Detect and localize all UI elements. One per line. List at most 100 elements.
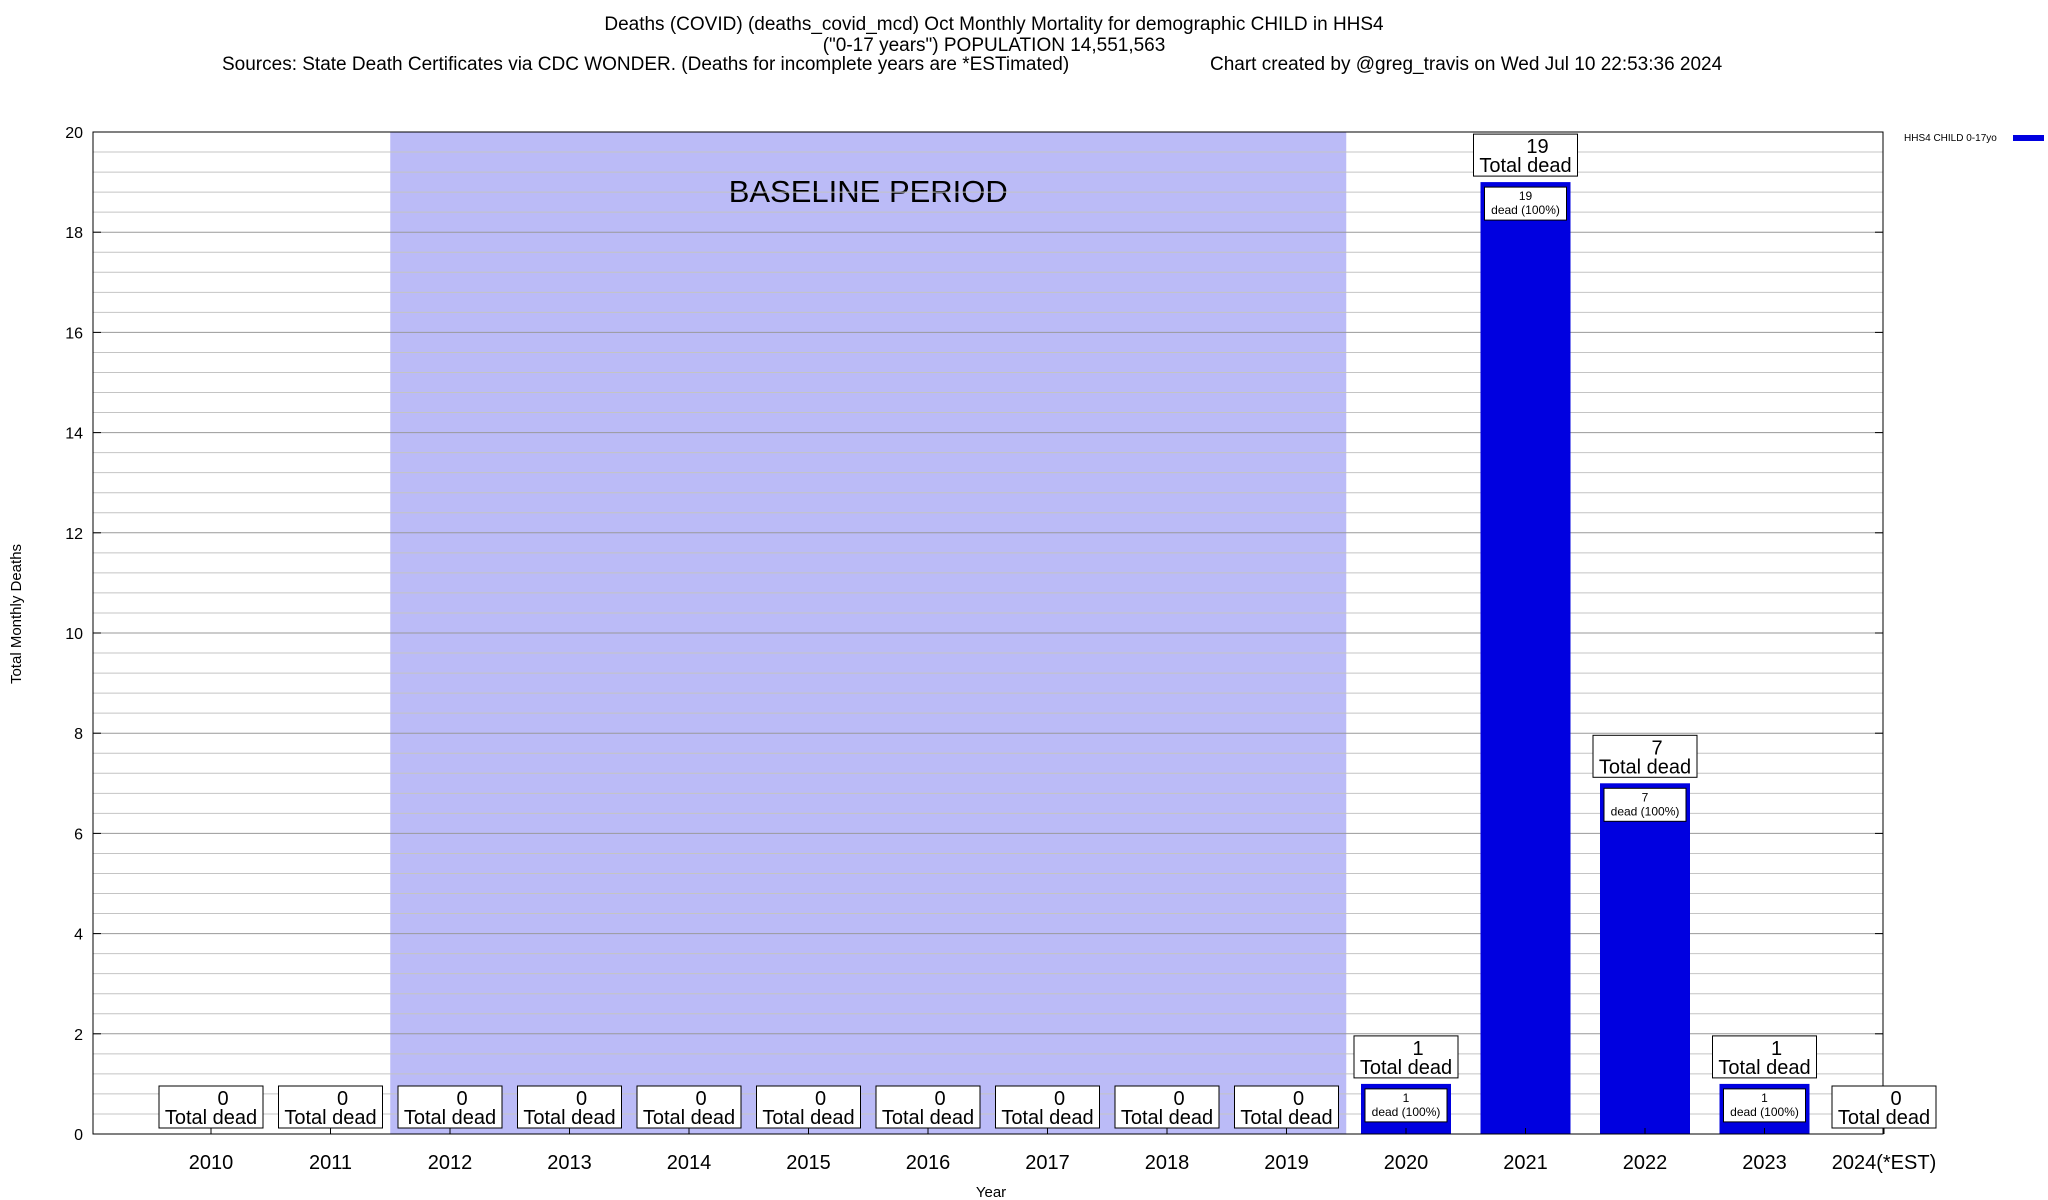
total-dead-label: Total dead: [1479, 155, 1571, 177]
total-dead-label: Total dead: [1240, 1107, 1332, 1129]
y-tick-label: 4: [74, 927, 83, 944]
total-label-box: [397, 1085, 503, 1129]
legend-swatch: [2013, 135, 2044, 141]
x-tick-label: 2021: [1503, 1152, 1548, 1174]
total-label-box: [875, 1085, 981, 1129]
total-value-label: 0: [1054, 1088, 1065, 1110]
x-tick-label: 2019: [1264, 1152, 1309, 1174]
x-tick-label: 2023: [1742, 1152, 1787, 1174]
y-tick-label: 10: [65, 626, 83, 643]
total-value-label: 1: [1412, 1038, 1423, 1060]
total-value-label: 1: [1771, 1038, 1782, 1060]
total-label-box: [1712, 1035, 1817, 1079]
inner-percent-label: dead (100%): [1372, 1105, 1441, 1119]
x-tick-label: 2014: [667, 1152, 712, 1174]
total-value-label: 0: [337, 1088, 348, 1110]
y-tick-label: 6: [74, 826, 83, 843]
x-tick-label: 2024(*EST): [1832, 1152, 1937, 1174]
total-dead-label: Total dead: [1599, 756, 1691, 778]
x-tick-label: 2010: [189, 1152, 234, 1174]
inner-label-box: [1484, 186, 1567, 221]
legend-label: HHS4 CHILD 0-17yo: [1904, 133, 1997, 144]
y-tick-label: 12: [65, 526, 83, 543]
y-tick-label: 18: [65, 225, 83, 242]
total-dead-label: Total dead: [404, 1107, 496, 1129]
y-tick-label: 20: [65, 125, 83, 142]
total-dead-label: Total dead: [1121, 1107, 1213, 1129]
total-label-box: [1114, 1085, 1220, 1129]
total-dead-label: Total dead: [1001, 1107, 1093, 1129]
total-value-label: 19: [1526, 136, 1548, 158]
x-tick-label: 2020: [1384, 1152, 1429, 1174]
chart-title: Deaths (COVID) (deaths_covid_mcd) Oct Mo…: [0, 14, 1988, 56]
inner-label-box: [1723, 1088, 1806, 1123]
total-value-label: 0: [815, 1088, 826, 1110]
total-dead-label: Total dead: [523, 1107, 615, 1129]
y-tick-label: 16: [65, 325, 83, 342]
total-dead-label: Total dead: [1838, 1107, 1930, 1129]
total-dead-label: Total dead: [165, 1107, 257, 1129]
x-tick-label: 2016: [906, 1152, 951, 1174]
y-axis-label: Total Monthly Deaths: [8, 544, 25, 684]
total-label-box: [636, 1085, 742, 1129]
x-tick-label: 2017: [1025, 1152, 1070, 1174]
baseline-label: BASELINE PERIOD: [729, 174, 1008, 209]
bar-2021: [1480, 182, 1571, 1135]
inner-label-box: [1364, 1088, 1448, 1123]
total-value-label: 0: [576, 1088, 587, 1110]
total-label-box: [1473, 133, 1578, 177]
y-tick-label: 0: [74, 1127, 83, 1144]
credit-note: Chart created by @greg_travis on Wed Jul…: [1210, 54, 1723, 75]
total-value-label: 0: [217, 1088, 228, 1110]
x-tick-label: 2018: [1145, 1152, 1190, 1174]
total-label-box: [995, 1085, 1100, 1129]
bars: [207, 182, 1810, 1135]
total-label-box: [1234, 1085, 1339, 1129]
total-value-label: 0: [1890, 1088, 1901, 1110]
total-dead-label: Total dead: [284, 1107, 376, 1129]
inner-value-label: 1: [1761, 1091, 1768, 1105]
sources-note: Sources: State Death Certificates via CD…: [222, 54, 1070, 75]
total-label-box: [517, 1085, 622, 1129]
legend: HHS4 CHILD 0-17yo: [1904, 133, 2044, 144]
total-value-label: 0: [456, 1088, 467, 1110]
total-dead-label: Total dead: [1360, 1057, 1452, 1079]
total-label-box: [278, 1085, 383, 1129]
title-line-1: Deaths (COVID) (deaths_covid_mcd) Oct Mo…: [604, 14, 1384, 35]
total-label-box: [1592, 734, 1698, 778]
total-dead-label: Total dead: [882, 1107, 974, 1129]
inner-percent-label: dead (100%): [1730, 1105, 1799, 1119]
gridlines: [93, 151, 1883, 1115]
total-value-label: 7: [1651, 737, 1662, 759]
inner-percent-label: dead (100%): [1611, 804, 1680, 818]
inner-label-box: [1603, 787, 1687, 822]
total-label-box: [158, 1085, 264, 1129]
total-dead-label: Total dead: [643, 1107, 735, 1129]
x-tick-label: 2012: [428, 1152, 473, 1174]
total-value-label: 0: [1173, 1088, 1184, 1110]
y-tick-label: 8: [74, 726, 83, 743]
x-tick-label: 2015: [786, 1152, 831, 1174]
total-value-label: 0: [1293, 1088, 1304, 1110]
inner-value-label: 7: [1642, 790, 1649, 804]
total-dead-label: Total dead: [762, 1107, 854, 1129]
total-value-label: 0: [695, 1088, 706, 1110]
x-tick-label: 2022: [1623, 1152, 1668, 1174]
inner-percent-label: dead (100%): [1491, 203, 1560, 217]
inner-value-label: 1: [1403, 1091, 1410, 1105]
inner-value-label: 19: [1519, 189, 1533, 203]
total-label-box: [1353, 1035, 1459, 1079]
y-tick-label: 14: [65, 426, 83, 443]
total-label-box: [756, 1085, 861, 1129]
bar-2022: [1600, 783, 1690, 1134]
total-label-box: [1831, 1085, 1937, 1129]
x-tick-label: 2011: [309, 1152, 352, 1174]
x-tick-label: 2013: [547, 1152, 592, 1174]
total-value-label: 0: [934, 1088, 945, 1110]
y-tick-label: 2: [74, 1027, 83, 1044]
title-line-2: ("0-17 years") POPULATION 14,551,563: [822, 35, 1166, 56]
x-axis-label: Year: [976, 1184, 1006, 1200]
